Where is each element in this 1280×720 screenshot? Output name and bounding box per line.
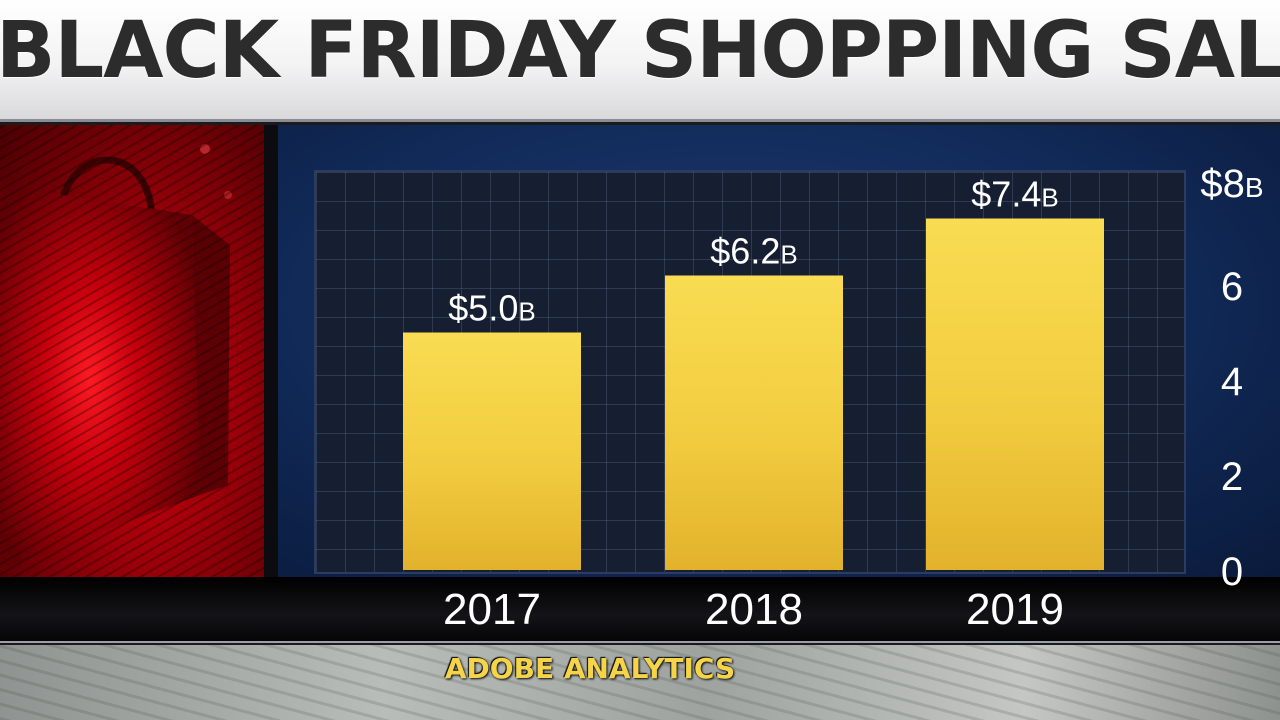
x-tick-2019: 2019 (966, 585, 1064, 634)
y-tick-4: 4 (1221, 360, 1243, 404)
x-tick-2017: 2017 (443, 585, 541, 634)
data-label-2018: $6.2B (710, 231, 797, 272)
bar-2019 (926, 218, 1104, 570)
shopping-bag-panel (0, 125, 268, 577)
y-tick-2: 2 (1221, 455, 1243, 499)
data-label-2017: $5.0B (448, 288, 535, 329)
chart-title: BLACK FRIDAY SHOPPING SALES (0, 6, 1280, 96)
footer-band (0, 645, 1280, 720)
title-bar: BLACK FRIDAY SHOPPING SALES (0, 0, 1280, 122)
bar-2018 (665, 275, 843, 570)
source-label: ADOBE ANALYTICS (444, 652, 736, 685)
x-axis-strip (0, 577, 1280, 643)
y-tick-0: 0 (1221, 550, 1243, 594)
panel-divider (264, 125, 278, 577)
y-tick-6: 6 (1221, 265, 1243, 309)
bar-chart: $5.0B 2017 $6.2B 2018 $7.4B 2019 0 2 4 6 $8B (403, 162, 1264, 634)
x-tick-2018: 2018 (705, 585, 803, 634)
data-label-2019: $7.4B (971, 174, 1058, 215)
bar-2017 (403, 332, 581, 570)
y-tick-8: $8B (1200, 162, 1263, 206)
